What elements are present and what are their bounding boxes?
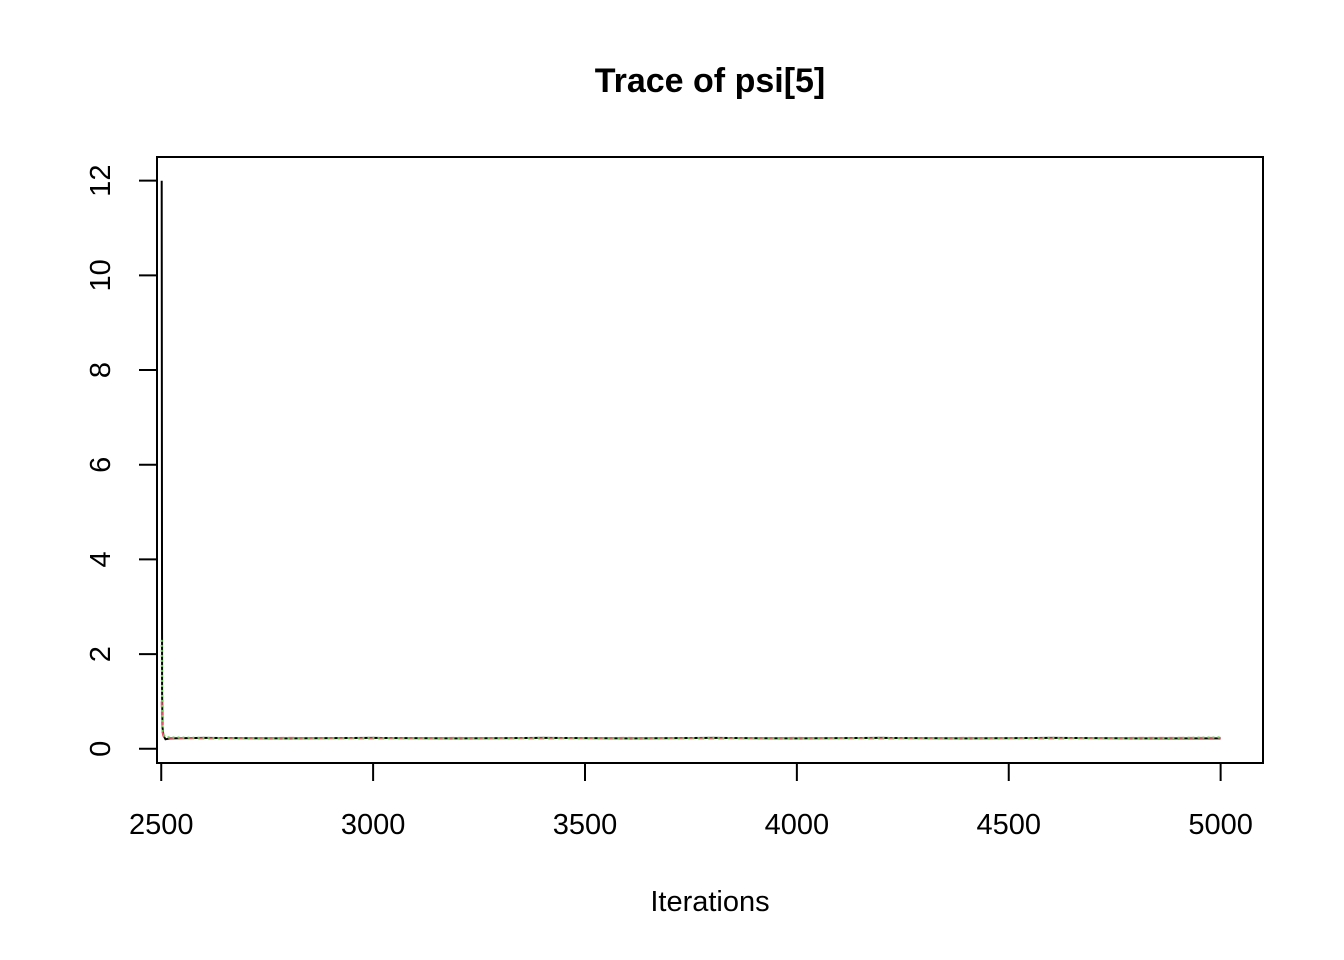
x-tick-label: 2500 [129,809,194,841]
y-tick-label: 8 [85,362,117,378]
y-tick-label: 10 [85,259,117,291]
series-line-3 [160,639,1221,740]
y-tick-label: 2 [85,646,117,662]
series-line-1 [160,180,1221,741]
y-tick-label: 4 [85,551,117,567]
x-tick-label: 4000 [765,809,830,841]
y-tick-label: 0 [85,741,117,757]
x-axis-label: Iterations [650,886,769,918]
y-axis: 0 2 4 6 8 10 12 [85,165,158,757]
plot-frame [156,156,1264,764]
x-tick-label: 3000 [341,809,406,841]
chart-title: Trace of psi[5] [595,62,826,100]
x-axis: 2500 3000 3500 4000 4500 5000 [129,762,1253,841]
x-tick-label: 3500 [553,809,618,841]
x-tick-label: 5000 [1188,809,1253,841]
x-tick-label: 4500 [976,809,1041,841]
y-tick-label: 6 [85,457,117,473]
y-tick-label: 12 [85,165,117,197]
series-layer [160,180,1221,741]
series-line-2 [160,701,1221,740]
